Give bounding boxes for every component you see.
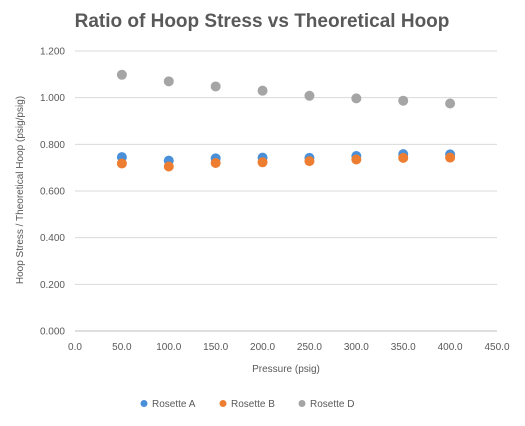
legend: Rosette A Rosette B Rosette D — [140, 399, 354, 410]
y-tick-label: 0.000 — [40, 327, 65, 338]
point-rosette-b — [445, 152, 456, 163]
y-tick-label: 0.200 — [40, 280, 65, 291]
point-rosette-b — [116, 158, 127, 169]
point-rosette-b — [163, 161, 174, 172]
legend-label-rosette-a: Rosette A — [152, 399, 196, 410]
y-tick-label: 1.000 — [40, 93, 65, 104]
y-tick-label: 1.200 — [40, 47, 65, 58]
gridlines — [75, 50, 497, 285]
chart-title: Ratio of Hoop Stress vs Theoretical Hoop — [75, 11, 450, 32]
point-rosette-b — [210, 158, 221, 168]
point-rosette-d — [445, 98, 456, 109]
x-axis-label: Pressure (psig) — [252, 364, 320, 375]
legend-label-rosette-d: Rosette D — [310, 399, 354, 410]
point-rosette-d — [210, 81, 221, 92]
point-rosette-d — [304, 90, 315, 101]
point-rosette-b — [257, 157, 268, 168]
point-rosette-b — [351, 154, 362, 165]
axes: 0.000 0.200 0.400 0.600 0.800 1.000 1.200 0.0 50… — [40, 47, 510, 354]
y-tick-label: 0.600 — [40, 187, 65, 198]
y-tick-label: 0.400 — [40, 233, 65, 244]
data-points — [116, 69, 456, 172]
point-rosette-d — [163, 76, 174, 87]
legend-marker-rosette-a — [140, 400, 148, 407]
point-rosette-d — [257, 85, 268, 96]
point-rosette-d — [351, 93, 362, 104]
x-tick-label: 400.0 — [438, 342, 463, 353]
point-rosette-d — [398, 95, 409, 106]
legend-marker-rosette-d — [298, 400, 306, 407]
x-tick-label: 250.0 — [297, 342, 322, 353]
x-tick-label: 0.0 — [68, 342, 82, 353]
legend-label-rosette-b: Rosette B — [231, 399, 275, 410]
x-tick-label: 350.0 — [391, 342, 416, 353]
y-tick-label: 0.800 — [40, 140, 65, 151]
x-tick-label: 200.0 — [250, 342, 275, 353]
x-tick-label: 150.0 — [203, 342, 228, 353]
point-rosette-b — [398, 152, 409, 163]
y-axis-label: Hoop Stress / Theoretical Hoop (psig/psi… — [15, 96, 26, 284]
point-rosette-b — [304, 156, 315, 167]
x-tick-label: 50.0 — [112, 342, 132, 353]
x-tick-label: 100.0 — [156, 342, 181, 353]
x-tick-label: 300.0 — [344, 342, 369, 353]
point-rosette-d — [116, 69, 127, 80]
x-tick-label: 450.0 — [484, 342, 509, 353]
legend-marker-rosette-b — [219, 400, 227, 407]
